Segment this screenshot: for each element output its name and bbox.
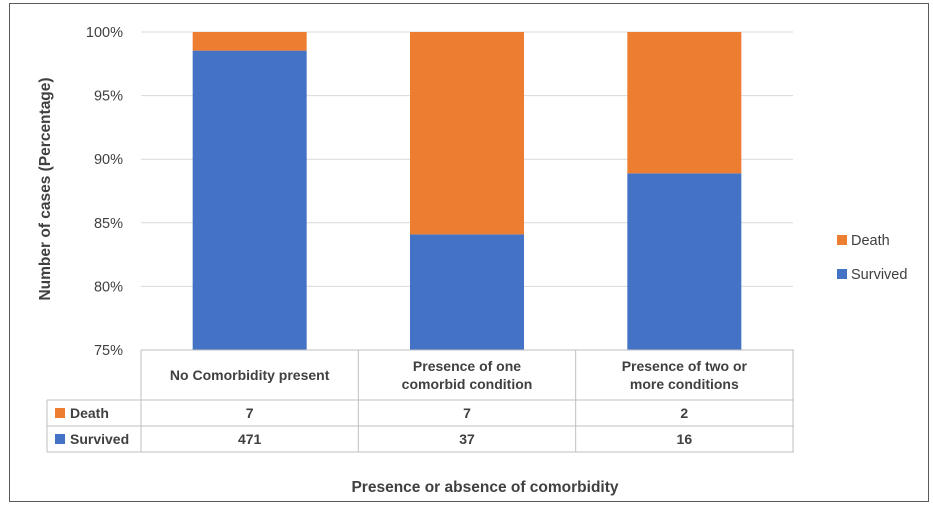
bars <box>192 32 742 350</box>
bar-death-2 <box>410 32 524 235</box>
category-label: Presence of two or <box>622 358 748 374</box>
legend-label-death: Death <box>851 233 890 249</box>
y-tick-label: 90% <box>94 152 123 168</box>
legend-key-death <box>837 235 847 245</box>
y-tick-label: 95% <box>94 89 123 105</box>
legend-key-survived <box>837 269 847 279</box>
chart-frame: 75% 80% 85% 90% 95% 100% No Comorbidity prese… <box>9 3 929 502</box>
bar-survived-3 <box>627 173 742 350</box>
category-label: more conditions <box>630 376 739 392</box>
table-row-label: Death <box>70 405 109 421</box>
stacked-bar-chart: 75% 80% 85% 90% 95% 100% No Comorbidity prese… <box>37 25 907 496</box>
table-cell: 7 <box>246 405 254 421</box>
bar-death-1 <box>192 32 307 51</box>
table-cell: 37 <box>459 431 475 447</box>
x-axis-label: Presence or absence of comorbidity <box>351 479 618 496</box>
table-cell: 2 <box>680 405 688 421</box>
category-label: No Comorbidity present <box>170 367 330 383</box>
y-tick-labels: 75% 80% 85% 90% 95% 100% <box>86 25 123 359</box>
bar-survived-2 <box>410 234 524 350</box>
legend: Death Survived <box>837 233 907 283</box>
y-tick-label: 100% <box>86 25 123 41</box>
table-row-label: Survived <box>70 431 129 447</box>
legend-label-survived: Survived <box>851 267 907 283</box>
y-tick-label: 75% <box>94 343 123 359</box>
y-tick-label: 85% <box>94 216 123 232</box>
table-legend-key-death <box>55 408 65 418</box>
bar-death-3 <box>627 32 742 174</box>
y-axis-label: Number of cases (Percentage) <box>37 77 54 300</box>
table-cell: 16 <box>677 431 693 447</box>
y-tick-label: 80% <box>94 279 123 295</box>
table-cell: 471 <box>238 431 262 447</box>
table-cell: 7 <box>463 405 471 421</box>
data-table: No Comorbidity present Presence of one com… <box>46 349 794 453</box>
table-legend-key-survived <box>55 434 65 444</box>
bar-survived-1 <box>192 50 307 350</box>
category-label: comorbid condition <box>402 376 533 392</box>
category-label: Presence of one <box>413 358 521 374</box>
